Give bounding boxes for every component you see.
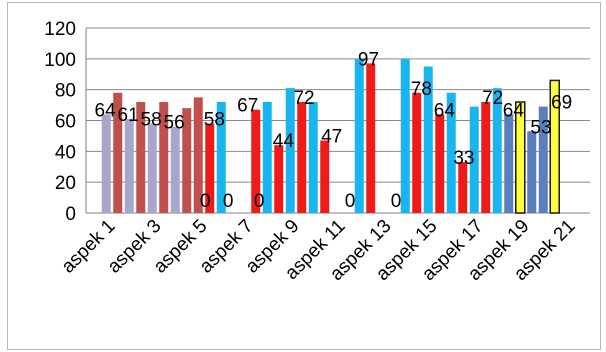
data-label: 64 — [503, 100, 525, 121]
bar — [538, 106, 548, 213]
bar — [527, 131, 537, 213]
bar — [159, 102, 169, 213]
y-tick-label: 60 — [55, 112, 76, 133]
data-label: 69 — [551, 93, 572, 114]
bar — [193, 97, 203, 213]
bar — [285, 88, 295, 213]
data-label: 47 — [321, 127, 342, 148]
bar — [492, 88, 502, 213]
bar — [136, 102, 146, 213]
bar — [435, 114, 445, 213]
data-label: 72 — [482, 88, 503, 109]
y-tick-label: 0 — [65, 204, 76, 225]
bar — [354, 58, 364, 214]
data-label: 0 — [200, 191, 211, 212]
bar — [274, 145, 284, 213]
bar — [458, 162, 468, 213]
data-label: 56 — [164, 113, 185, 134]
bar — [113, 92, 123, 213]
data-label: 64 — [95, 100, 117, 121]
data-label: 61 — [118, 105, 139, 126]
bar — [423, 66, 433, 214]
data-label: 64 — [434, 100, 456, 121]
data-label: 44 — [273, 131, 295, 152]
bar — [205, 123, 215, 213]
bar — [481, 102, 491, 213]
bar — [366, 63, 376, 214]
data-label: 0 — [223, 191, 234, 212]
bar — [308, 102, 318, 213]
bar — [549, 79, 560, 214]
y-tick-label: 100 — [44, 50, 76, 71]
data-label: 58 — [204, 110, 225, 131]
bar — [101, 114, 111, 213]
data-label: 0 — [345, 191, 356, 212]
data-label: 0 — [391, 191, 402, 212]
y-tick-label: 120 — [44, 19, 76, 40]
data-label: 33 — [453, 148, 474, 169]
y-tick-label: 20 — [55, 173, 76, 194]
bar — [251, 109, 261, 213]
bar — [262, 102, 272, 213]
bar — [400, 58, 410, 214]
bar — [124, 118, 134, 213]
data-label: 53 — [530, 117, 551, 138]
bar — [182, 108, 192, 213]
y-tick-label: 80 — [55, 81, 76, 102]
data-label: 0 — [254, 191, 265, 212]
bar — [504, 114, 514, 213]
bar — [170, 126, 180, 213]
data-label: 58 — [141, 110, 162, 131]
data-label: 72 — [293, 88, 314, 109]
bar — [147, 123, 157, 213]
bar — [297, 102, 307, 213]
bar — [469, 106, 479, 213]
data-label: 78 — [411, 79, 432, 100]
data-label: 67 — [237, 96, 258, 117]
bar — [446, 92, 456, 213]
bar — [412, 92, 422, 213]
bar — [515, 101, 526, 214]
bar — [320, 140, 330, 213]
data-label: 97 — [358, 49, 379, 70]
bar — [216, 102, 226, 213]
y-tick-label: 40 — [55, 142, 76, 163]
